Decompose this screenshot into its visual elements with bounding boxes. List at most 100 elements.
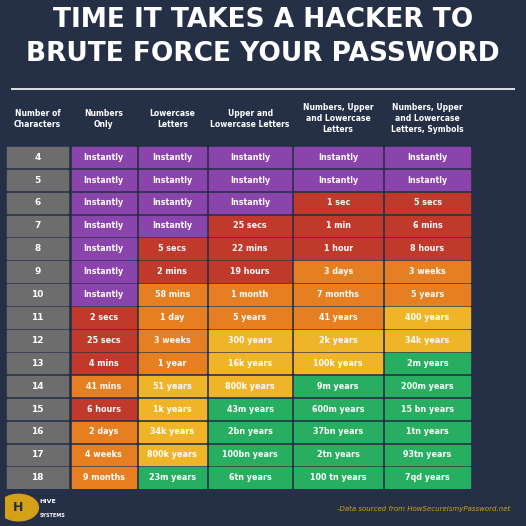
- Bar: [295, 444, 382, 465]
- Bar: [209, 444, 291, 465]
- Text: 200m years: 200m years: [401, 382, 454, 391]
- Text: TIME IT TAKES A HACKER TO: TIME IT TAKES A HACKER TO: [53, 6, 473, 33]
- Bar: [209, 468, 291, 488]
- Bar: [385, 468, 470, 488]
- Bar: [385, 216, 470, 236]
- Text: Instantly: Instantly: [84, 244, 124, 253]
- Text: 5 secs: 5 secs: [413, 198, 441, 207]
- Text: 34k years: 34k years: [150, 428, 195, 437]
- Bar: [385, 422, 470, 442]
- Bar: [72, 444, 136, 465]
- Bar: [72, 193, 136, 213]
- Text: 93tn years: 93tn years: [403, 450, 452, 459]
- Bar: [295, 307, 382, 328]
- Text: Instantly: Instantly: [84, 267, 124, 276]
- Bar: [209, 216, 291, 236]
- Text: 2m years: 2m years: [407, 359, 448, 368]
- Text: 34k years: 34k years: [406, 336, 450, 345]
- Bar: [72, 261, 136, 282]
- Bar: [72, 307, 136, 328]
- Text: 300 years: 300 years: [228, 336, 272, 345]
- Bar: [385, 330, 470, 351]
- Text: 18: 18: [32, 473, 44, 482]
- Bar: [7, 193, 68, 213]
- Bar: [385, 238, 470, 259]
- Text: 9m years: 9m years: [317, 382, 359, 391]
- Bar: [385, 307, 470, 328]
- Text: 6 hours: 6 hours: [87, 404, 120, 413]
- Bar: [7, 422, 68, 442]
- Bar: [72, 147, 136, 167]
- Text: 1 day: 1 day: [160, 313, 185, 322]
- Bar: [139, 422, 206, 442]
- Text: Instantly: Instantly: [318, 176, 358, 185]
- Bar: [7, 353, 68, 373]
- Bar: [209, 170, 291, 190]
- Text: 41 mins: 41 mins: [86, 382, 122, 391]
- Bar: [209, 399, 291, 419]
- Bar: [139, 353, 206, 373]
- Text: HIVE: HIVE: [39, 499, 56, 504]
- Bar: [295, 353, 382, 373]
- Text: 58 mins: 58 mins: [155, 290, 190, 299]
- Text: Instantly: Instantly: [84, 198, 124, 207]
- Text: 4 mins: 4 mins: [89, 359, 118, 368]
- Text: 11: 11: [32, 313, 44, 322]
- Text: 1 hour: 1 hour: [323, 244, 353, 253]
- Text: 1k years: 1k years: [153, 404, 191, 413]
- Bar: [72, 422, 136, 442]
- Bar: [209, 193, 291, 213]
- Bar: [139, 284, 206, 305]
- Text: 3 weeks: 3 weeks: [154, 336, 191, 345]
- Bar: [209, 307, 291, 328]
- Text: 7 months: 7 months: [317, 290, 359, 299]
- Text: 6 mins: 6 mins: [412, 221, 442, 230]
- Text: H: H: [13, 501, 24, 514]
- Text: 6tn years: 6tn years: [229, 473, 271, 482]
- Text: 1 month: 1 month: [231, 290, 269, 299]
- Text: 51 years: 51 years: [153, 382, 191, 391]
- Text: Instantly: Instantly: [152, 176, 193, 185]
- Text: Instantly: Instantly: [230, 176, 270, 185]
- Text: 5 secs: 5 secs: [158, 244, 186, 253]
- Bar: [139, 193, 206, 213]
- Text: 15 bn years: 15 bn years: [401, 404, 454, 413]
- Bar: [7, 170, 68, 190]
- Text: 5 years: 5 years: [234, 313, 267, 322]
- Bar: [295, 193, 382, 213]
- Text: 100bn years: 100bn years: [222, 450, 278, 459]
- Bar: [209, 261, 291, 282]
- Bar: [139, 376, 206, 397]
- Bar: [7, 330, 68, 351]
- Bar: [295, 330, 382, 351]
- Text: 9 months: 9 months: [83, 473, 125, 482]
- Bar: [295, 170, 382, 190]
- Text: 43m years: 43m years: [227, 404, 274, 413]
- Text: 100 tn years: 100 tn years: [310, 473, 367, 482]
- Bar: [295, 284, 382, 305]
- Bar: [72, 399, 136, 419]
- Bar: [7, 238, 68, 259]
- Text: 2k years: 2k years: [319, 336, 358, 345]
- Bar: [139, 330, 206, 351]
- Text: 3 days: 3 days: [323, 267, 353, 276]
- Bar: [385, 284, 470, 305]
- Text: 16k years: 16k years: [228, 359, 272, 368]
- Bar: [385, 193, 470, 213]
- Bar: [209, 422, 291, 442]
- Bar: [139, 307, 206, 328]
- Bar: [139, 170, 206, 190]
- Text: 400 years: 400 years: [406, 313, 450, 322]
- Text: Instantly: Instantly: [84, 153, 124, 161]
- Bar: [385, 444, 470, 465]
- Text: 4 weeks: 4 weeks: [85, 450, 122, 459]
- Bar: [139, 261, 206, 282]
- Bar: [385, 353, 470, 373]
- Text: Lowercase
Letters: Lowercase Letters: [149, 109, 195, 129]
- Text: 5 years: 5 years: [411, 290, 444, 299]
- Text: Instantly: Instantly: [84, 176, 124, 185]
- Text: 600m years: 600m years: [312, 404, 365, 413]
- Text: Number of
Characters: Number of Characters: [14, 109, 61, 129]
- Bar: [72, 238, 136, 259]
- Bar: [209, 376, 291, 397]
